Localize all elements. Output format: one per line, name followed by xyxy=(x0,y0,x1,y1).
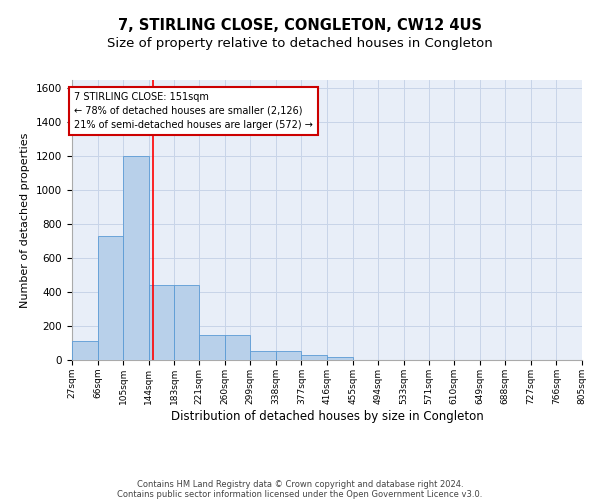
Bar xyxy=(301,355,327,360)
Bar xyxy=(276,350,301,360)
X-axis label: Distribution of detached houses by size in Congleton: Distribution of detached houses by size … xyxy=(170,410,484,422)
Bar xyxy=(98,236,123,360)
Bar xyxy=(199,336,225,360)
Text: 7, STIRLING CLOSE, CONGLETON, CW12 4US: 7, STIRLING CLOSE, CONGLETON, CW12 4US xyxy=(118,18,482,32)
Text: Size of property relative to detached houses in Congleton: Size of property relative to detached ho… xyxy=(107,38,493,51)
Bar xyxy=(149,286,174,360)
Bar xyxy=(250,350,276,360)
Bar xyxy=(327,358,353,360)
Bar xyxy=(225,336,250,360)
Text: Contains public sector information licensed under the Open Government Licence v3: Contains public sector information licen… xyxy=(118,490,482,499)
Y-axis label: Number of detached properties: Number of detached properties xyxy=(20,132,31,308)
Bar xyxy=(123,156,149,360)
Bar xyxy=(174,286,199,360)
Text: 7 STIRLING CLOSE: 151sqm
← 78% of detached houses are smaller (2,126)
21% of sem: 7 STIRLING CLOSE: 151sqm ← 78% of detach… xyxy=(74,92,313,130)
Text: Contains HM Land Registry data © Crown copyright and database right 2024.: Contains HM Land Registry data © Crown c… xyxy=(137,480,463,489)
Bar xyxy=(72,342,98,360)
